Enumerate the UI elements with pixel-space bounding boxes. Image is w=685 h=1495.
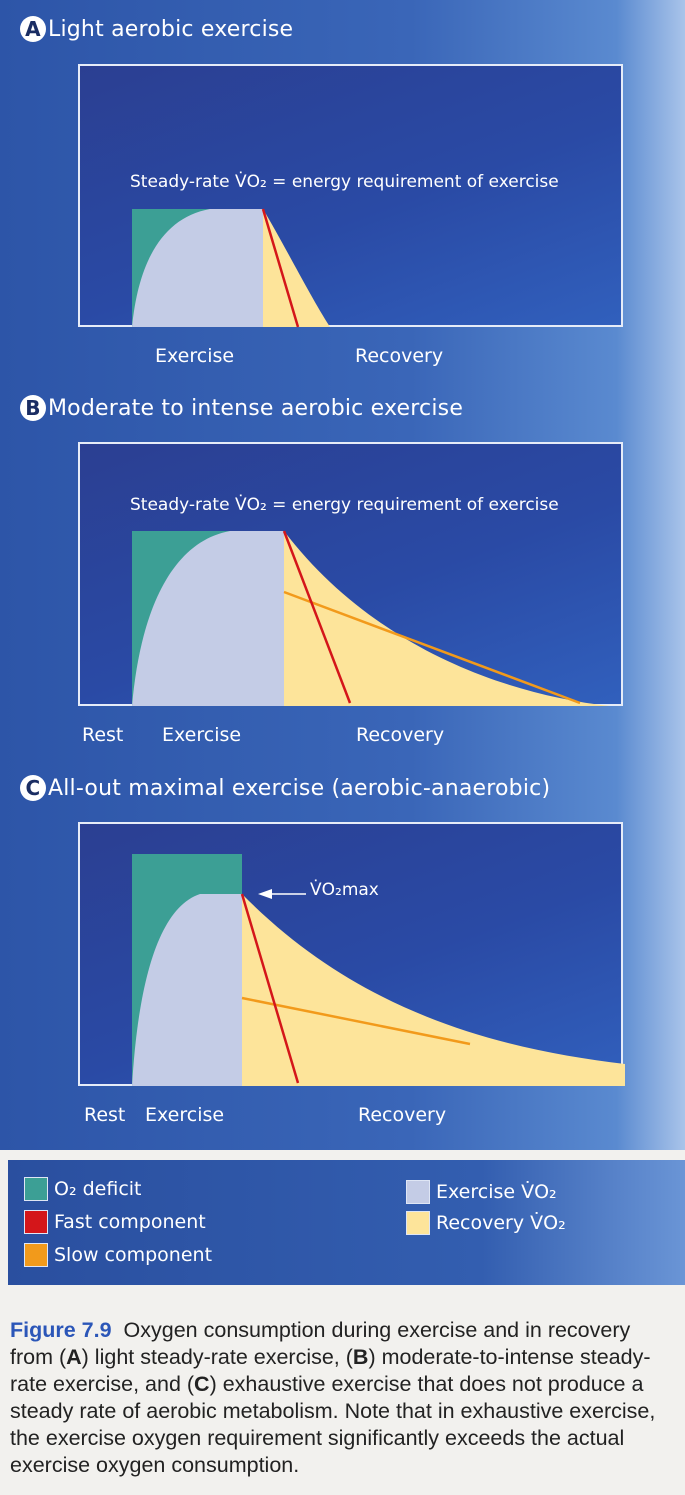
panel-a-exercise-vo2-area [132, 209, 263, 327]
panel-b-slow-component-line [283, 590, 581, 705]
legend-item-o2-deficit: O₂ deficit [24, 1177, 142, 1201]
caption-text-2: ) light steady-rate exercise, ( [81, 1345, 353, 1369]
panel-c-badge: C [20, 775, 46, 801]
figure-caption: Figure 7.9 Oxygen consumption during exe… [10, 1317, 675, 1479]
o2-deficit-swatch [24, 1177, 48, 1201]
caption-ref-c: C [194, 1372, 210, 1396]
panel-b-title: B Moderate to intense aerobic exercise [20, 395, 463, 421]
panel-a-title: A Light aerobic exercise [20, 16, 293, 42]
panel-c-exercise-vo2-area [132, 894, 242, 1086]
panel-c-vo2max-label: V̇O₂max [310, 880, 379, 900]
panel-b-rest-label: Rest [82, 724, 124, 746]
panel-a-recovery-vo2-area [263, 209, 330, 327]
legend-item-exercise-vo2: Exercise V̇O₂ [406, 1180, 557, 1204]
caption-ref-b: B [352, 1345, 369, 1369]
panel-c-plot [78, 822, 625, 1086]
slow-component-swatch [24, 1243, 48, 1267]
panel-b-plot [78, 442, 623, 706]
legend-item-slow-component: Slow component [24, 1243, 212, 1267]
caption-ref-a: A [66, 1345, 82, 1369]
panel-a-badge: A [20, 16, 46, 42]
figure-label: Figure 7.9 [10, 1318, 112, 1342]
panel-b-heading: Moderate to intense aerobic exercise [48, 395, 464, 421]
panel-b-exercise-label: Exercise [162, 724, 242, 746]
panel-c-heading: All-out maximal exercise (aerobic-anaero… [48, 775, 551, 801]
panel-a-exercise-label: Exercise [155, 345, 235, 367]
panel-b-recovery-label: Recovery [356, 724, 445, 746]
panel-a-graph [132, 208, 330, 328]
panel-b-fast-component-line [282, 530, 352, 704]
legend: O₂ deficit Fast component Slow component… [8, 1160, 685, 1285]
fast-component-swatch [24, 1210, 48, 1234]
panel-c-title: C All-out maximal exercise (aerobic-anae… [20, 775, 550, 801]
panel-b-recovery-vo2-area [284, 531, 610, 706]
legend-label-slow-component: Slow component [54, 1244, 213, 1266]
panel-a-recovery-label: Recovery [355, 345, 444, 367]
legend-label-o2-deficit: O₂ deficit [54, 1178, 142, 1200]
caption-text-1: Oxygen consumption during exercise and i… [10, 1318, 631, 1369]
panel-b-annotation: Steady-rate V̇O₂ = energy requirement of… [130, 495, 559, 515]
panel-a-plot [78, 64, 623, 328]
panel-a-heading: Light aerobic exercise [48, 16, 294, 42]
panel-c-rest-label: Rest [84, 1104, 126, 1126]
legend-label-exercise-vo2: Exercise V̇O₂ [436, 1181, 557, 1203]
caption-text-4: ) exhaustive exercise that does not prod… [10, 1372, 656, 1477]
legend-item-fast-component: Fast component [24, 1210, 206, 1234]
panel-b-badge: B [20, 395, 46, 421]
legend-label-fast-component: Fast component [54, 1211, 206, 1233]
panel-a-annotation: Steady-rate V̇O₂ = energy requirement of… [130, 172, 559, 192]
panel-c-recovery-label: Recovery [358, 1104, 447, 1126]
recovery-vo2-swatch [406, 1211, 430, 1235]
panel-c-exercise-label: Exercise [145, 1104, 225, 1126]
panel-c-slow-component-line [241, 996, 471, 1046]
panel-c-recovery-vo2-area [242, 894, 625, 1086]
panel-c-graph [132, 854, 625, 1086]
legend-label-recovery-vo2: Recovery V̇O₂ [436, 1212, 566, 1234]
exercise-vo2-swatch [406, 1180, 430, 1204]
panel-a-fast-component-line [261, 208, 300, 328]
panel-c-fast-component-line [240, 893, 300, 1084]
legend-item-recovery-vo2: Recovery V̇O₂ [406, 1211, 566, 1235]
caption-text-3: ) moderate-to-intense steady-rate exerci… [10, 1345, 651, 1396]
figure-panel: A Light aerobic exercise Steady-rate V̇O… [0, 0, 685, 1150]
panel-b-exercise-vo2-area [132, 531, 284, 706]
panel-b-graph [132, 530, 610, 706]
vo2max-arrow-head [258, 889, 272, 899]
